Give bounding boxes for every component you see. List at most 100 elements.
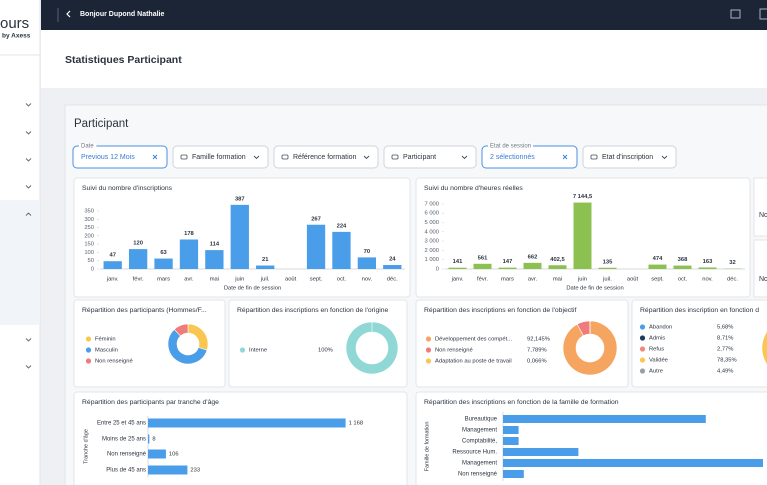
x-tick-label: oct. <box>337 277 347 283</box>
top-icon[interactable] <box>759 8 767 20</box>
legend-swatch <box>639 357 646 363</box>
x-tick-label: août <box>627 277 639 283</box>
bar <box>473 263 492 269</box>
filter-label: Etat de session <box>490 144 531 150</box>
x-tick-label: mars <box>501 277 514 283</box>
legend-label: Autre <box>649 369 663 375</box>
data-label: 8 <box>152 437 155 443</box>
filter[interactable] <box>582 145 677 169</box>
data-label: 662 <box>528 254 538 260</box>
chevron[interactable] <box>25 131 32 135</box>
chevron[interactable] <box>25 185 32 189</box>
y-tick-label: 1 000 <box>424 257 439 263</box>
y-tick-label: Management <box>462 428 497 434</box>
side-card-text: No <box>759 276 767 283</box>
bar <box>256 265 275 269</box>
x-tick-label: sept. <box>310 277 323 283</box>
legend-value: 100% <box>318 348 333 354</box>
filter-value: Participant <box>403 154 436 161</box>
legend-label: Admis <box>649 336 665 342</box>
legend-swatch <box>639 335 646 341</box>
data-label: 233 <box>190 468 200 474</box>
x-tick-label: déc. <box>387 277 398 283</box>
donut-slice <box>173 323 189 337</box>
filter-icon <box>281 154 289 160</box>
chart-title: Suivi du nombre d'inscriptions <box>82 185 173 192</box>
y-tick-label: 2 000 <box>424 248 439 254</box>
data-label: 368 <box>678 257 688 263</box>
y-tick-label: 5 000 <box>424 220 439 226</box>
x-tick-label: juil. <box>602 277 612 283</box>
x-axis-title: Date de fin de session <box>566 286 623 292</box>
filter[interactable] <box>72 145 168 169</box>
x-tick-label: juin <box>577 277 587 283</box>
data-label: 163 <box>703 259 713 265</box>
bar <box>383 265 402 269</box>
data-label: 402,5 <box>550 257 565 263</box>
filter-chevron <box>253 155 260 160</box>
bar <box>230 204 249 269</box>
y-tick-label: 0 <box>436 267 439 273</box>
bar <box>503 448 579 456</box>
bar <box>179 239 199 269</box>
x-tick-label: juin <box>234 277 244 283</box>
data-label: 224 <box>337 223 347 229</box>
data-label: 178 <box>184 231 194 237</box>
bar <box>673 265 692 269</box>
bar <box>357 257 377 269</box>
legend-value: 8,71% <box>717 336 733 342</box>
x-tick-label: août <box>285 277 297 283</box>
data-label: 1 168 <box>349 421 364 427</box>
x-tick-label: nov. <box>702 277 713 283</box>
top-icon[interactable] <box>730 9 741 19</box>
bar <box>332 231 351 269</box>
legend-swatch <box>425 358 432 364</box>
filter[interactable] <box>383 145 477 169</box>
y-tick-label: 100 <box>84 250 94 256</box>
legend-swatch <box>425 347 432 353</box>
x-tick-label: janv. <box>451 277 464 283</box>
data-label: 120 <box>133 241 143 247</box>
y-tick-label: 7 000 <box>424 201 439 207</box>
chevron[interactable] <box>25 158 32 162</box>
back-button[interactable] <box>66 10 71 18</box>
legend-label: Non renseigné <box>435 348 473 354</box>
bar <box>503 470 524 478</box>
y-tick-label: 4 000 <box>424 229 439 235</box>
legend-swatch <box>639 368 646 374</box>
chevron[interactable] <box>25 212 32 216</box>
y-tick-label: 50 <box>88 258 94 264</box>
data-label: 474 <box>653 256 663 262</box>
data-label: 63 <box>160 250 167 256</box>
chart-title: Répartition des inscription en fonction … <box>640 307 759 314</box>
chevron[interactable] <box>25 365 32 369</box>
page-header <box>41 30 767 88</box>
y-tick-label: Management <box>462 461 497 467</box>
filter-label-bg <box>79 143 97 150</box>
filter[interactable] <box>273 145 379 169</box>
data-label: 387 <box>235 196 245 202</box>
chevron[interactable] <box>25 338 32 342</box>
chart-card <box>631 299 767 388</box>
legend-label: Non renseigné <box>95 359 133 365</box>
y-tick-label: Moins de 25 ans <box>102 437 146 443</box>
filter-label-bg <box>488 143 534 150</box>
y-tick-label: Plus de 45 ans <box>106 468 146 474</box>
filter-clear[interactable] <box>562 154 568 160</box>
legend-label: Refus <box>649 347 664 353</box>
legend-value: 2,77% <box>717 347 733 353</box>
filter-chevron <box>661 155 668 160</box>
x-tick-label: déc. <box>727 277 738 283</box>
donut-slice <box>562 320 618 376</box>
chevron[interactable] <box>25 103 32 107</box>
side-card <box>753 177 767 237</box>
x-tick-label: janv. <box>106 277 119 283</box>
filter-value: Previous 12 Mois <box>81 154 135 161</box>
filter-clear[interactable] <box>152 154 158 160</box>
data-label: 70 <box>364 249 370 255</box>
x-axis-title: Date de fin de session <box>224 286 281 292</box>
filter[interactable] <box>172 145 269 169</box>
filter-value: 2 sélectionnés <box>490 154 535 161</box>
sidebar-menu[interactable] <box>25 103 32 369</box>
